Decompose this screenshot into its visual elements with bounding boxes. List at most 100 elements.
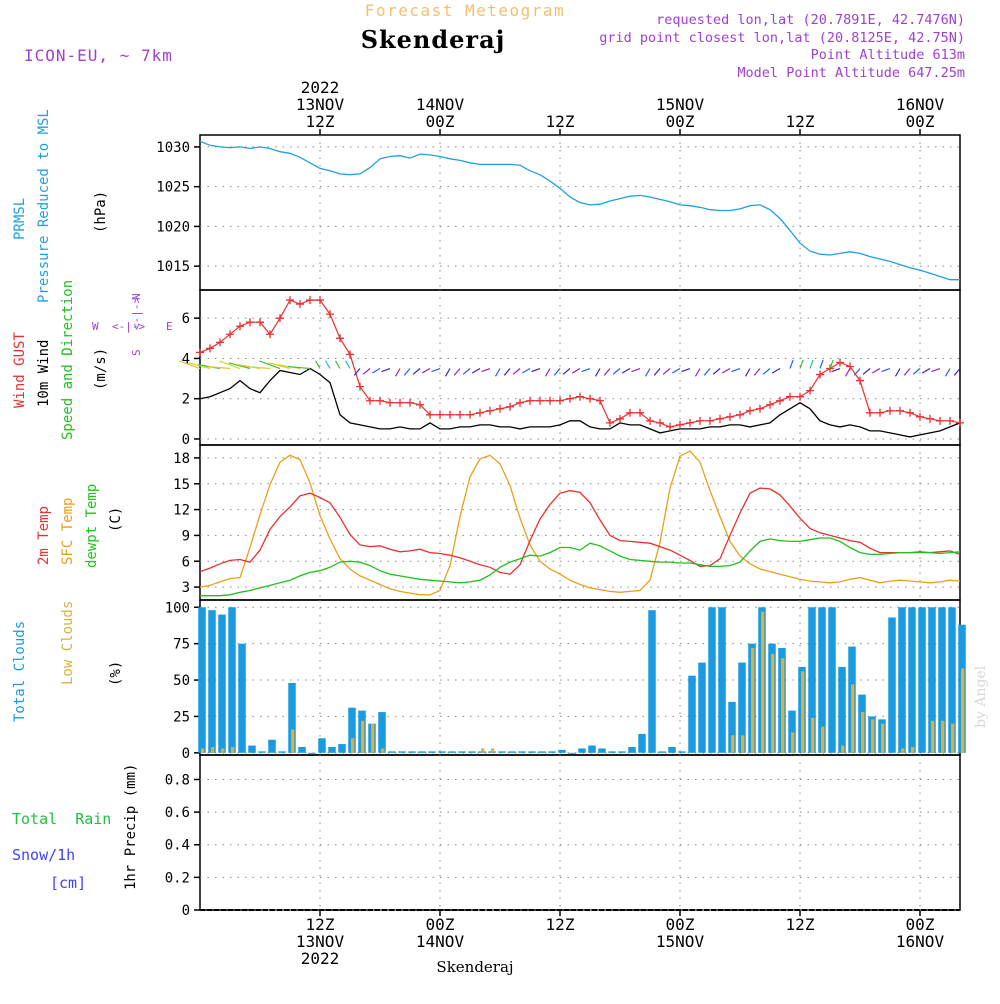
wind-dir-arrow-69 xyxy=(881,367,891,373)
gust-marker-57 xyxy=(766,400,774,409)
gust-marker-68 xyxy=(876,408,884,417)
top-time-label-0-2: 12Z xyxy=(306,112,335,131)
low-cloud-bar-17 xyxy=(371,723,375,753)
total-cloud-bar-24 xyxy=(438,751,446,753)
wind-dir-arrow-40 xyxy=(594,368,601,377)
pressure-ytick-label-1: 1020 xyxy=(156,219,190,235)
precip-ytick-label-3: 0.6 xyxy=(165,805,190,821)
temp2m-label: 2m Temp xyxy=(36,506,52,565)
total-cloud-bar-19 xyxy=(388,751,396,753)
gust-marker-16 xyxy=(356,382,364,391)
gust-marker-23 xyxy=(426,410,434,419)
wind-dir-arrow-21 xyxy=(403,368,411,376)
top-time-label-0-1: 13NOV xyxy=(296,95,345,114)
total-cloud-bar-32 xyxy=(518,751,526,753)
snow-unit-label: [cm] xyxy=(50,874,86,892)
total-cloud-bar-15 xyxy=(348,707,356,753)
gust-marker-18 xyxy=(376,396,384,405)
wind-dir-arrow-65 xyxy=(844,368,851,377)
total-cloud-bar-7 xyxy=(268,739,276,753)
gust-marker-36 xyxy=(556,396,564,405)
gust-marker-74 xyxy=(936,416,944,425)
compass-rose: N <-|-> S W <-|-> E xyxy=(92,293,173,356)
gust-marker-51 xyxy=(706,416,714,425)
wind-dir-arrow-1 xyxy=(188,362,211,370)
gust-marker-29 xyxy=(486,406,494,415)
bottom-time-label-0-1: 13NOV xyxy=(296,932,345,951)
wind-dir-arrow-54 xyxy=(731,367,741,373)
total-cloud-bar-45 xyxy=(648,610,656,753)
wind-dir-arrow-28 xyxy=(471,367,481,374)
total-cloud-bar-2 xyxy=(218,614,226,753)
total-cloud-bar-8 xyxy=(278,751,286,753)
wind-dir-arrow-20 xyxy=(394,368,401,377)
total-cloud-bar-3 xyxy=(228,607,236,753)
compass-west: W xyxy=(92,320,99,333)
wind-dir-arrow-63 xyxy=(829,359,834,369)
low-cloud-bar-73 xyxy=(931,720,935,753)
total-cloud-bar-33 xyxy=(528,751,536,753)
wind-dir-arrow-39 xyxy=(581,367,591,373)
precip-frame xyxy=(199,754,961,911)
gust-marker-15 xyxy=(346,350,354,359)
total-cloud-bar-62 xyxy=(818,607,826,753)
panels-layer: 1015 1020 1025 1030 0 2 4 6 3 6 9 12 15 18 0 25 50 75 100 0… xyxy=(156,134,966,919)
grid-point-coords: grid point closest lon,lat (20.8125E, 42… xyxy=(599,30,965,46)
low-cloud-bar-57 xyxy=(771,653,775,753)
low-cloud-bar-60 xyxy=(801,671,805,753)
top-time-label-2-0: 12Z xyxy=(546,112,575,131)
cloud-ytick-label-2: 50 xyxy=(173,673,190,689)
wind-dir-arrow-14 xyxy=(334,360,341,369)
gust-marker-43 xyxy=(626,408,634,417)
total-cloud-bar-14 xyxy=(338,744,346,753)
gust-marker-28 xyxy=(476,408,484,417)
temp-frame xyxy=(199,444,961,601)
pressure-frame xyxy=(199,134,961,291)
pressure-unit: (hPa) xyxy=(93,191,109,233)
total-cloud-bar-38 xyxy=(578,748,586,753)
wind-dir-arrow-53 xyxy=(721,367,731,374)
temp2m-line xyxy=(199,487,961,575)
compass-south: S xyxy=(130,349,143,356)
dewpt-label: dewpt Temp xyxy=(84,484,100,568)
gust-marker-17 xyxy=(366,396,374,405)
wind-dir-arrow-44 xyxy=(631,367,641,373)
gust-marker-7 xyxy=(266,330,274,339)
wind-dir-arrow-29 xyxy=(481,367,491,373)
gust-marker-61 xyxy=(806,386,814,395)
wind-dir-arrow-67 xyxy=(862,368,871,375)
wind-dir-label: Speed and Direction xyxy=(60,280,76,440)
wind-dir-arrow-52 xyxy=(712,368,721,375)
wind-dir-arrow-9 xyxy=(268,362,291,370)
wind-dir-arrow-50 xyxy=(694,368,701,377)
wind-dir-arrow-75 xyxy=(944,368,951,377)
bottom-time-label-1-1: 14NOV xyxy=(416,932,465,951)
gust-marker-31 xyxy=(506,402,514,411)
low-cloud-bar-15 xyxy=(351,738,355,753)
wind-dir-arrow-13 xyxy=(324,360,331,369)
low-cloud-bar-67 xyxy=(871,719,875,753)
wind-dir-arrow-30 xyxy=(494,368,501,377)
gust-marker-71 xyxy=(906,408,914,417)
wind-ytick-label-0: 0 xyxy=(182,432,190,448)
precip-ytick-label-2: 0.4 xyxy=(165,838,190,854)
total-cloud-bar-39 xyxy=(588,745,596,753)
total-cloud-bar-5 xyxy=(248,745,256,753)
compass-horizontal: <-|-> xyxy=(112,320,145,333)
wind-dir-arrow-37 xyxy=(562,368,571,375)
sfc-temp-label: SFC Temp xyxy=(60,498,76,565)
gust-marker-27 xyxy=(466,410,474,419)
total-cloud-bar-72 xyxy=(918,607,926,753)
low-cloud-bar-55 xyxy=(751,648,755,753)
top-time-label-5-1: 00Z xyxy=(906,112,935,131)
wind-dir-arrow-42 xyxy=(612,368,621,375)
wind-panel: 0 2 4 6 xyxy=(182,289,961,448)
gust-marker-70 xyxy=(896,406,904,415)
total-cloud-bar-69 xyxy=(888,617,896,753)
wind-dir-arrow-55 xyxy=(744,368,751,377)
wind-labels: Wind GUST 10m Wind Speed and Direction (… xyxy=(12,280,173,440)
gust-marker-26 xyxy=(456,410,464,419)
total-cloud-bar-23 xyxy=(428,751,436,753)
temp-ytick-label-0: 3 xyxy=(182,580,190,596)
